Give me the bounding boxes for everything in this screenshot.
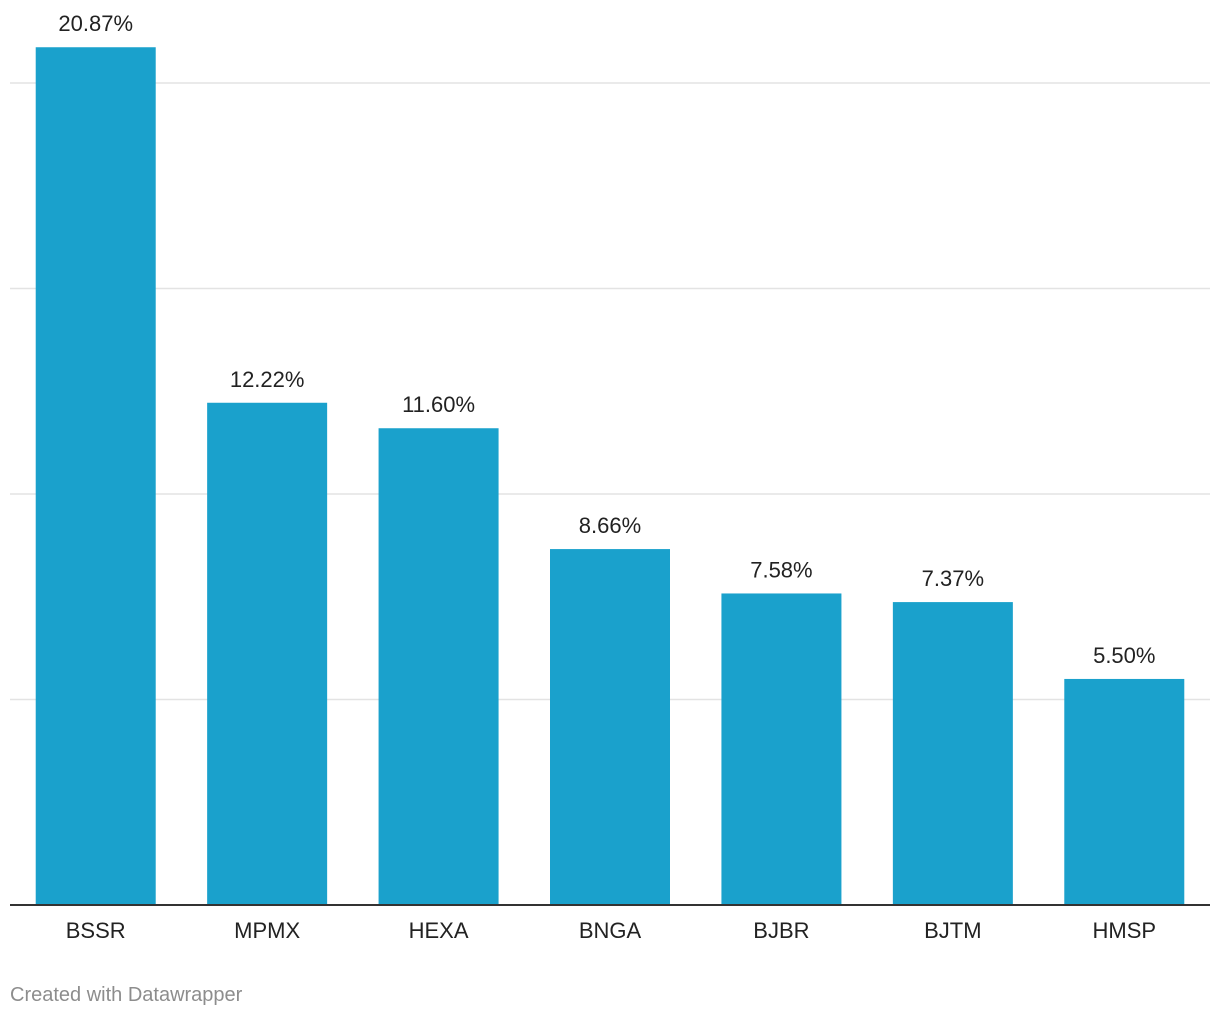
chart-canvas: 20.87% BSSR 12.22% MPMX 11.60% HEXA 8.66% BNGA 7… <box>10 11 1210 943</box>
value-label-bssr: 20.87% <box>58 11 133 36</box>
credit-text[interactable]: Created with Datawrapper <box>10 984 243 1006</box>
bar-bjbr[interactable] <box>721 593 842 905</box>
category-label-mpmx: MPMX <box>234 918 300 943</box>
value-label-hmsp: 5.50% <box>1093 643 1155 668</box>
bar-bnga[interactable] <box>550 549 670 905</box>
bar-chart: 20.87% BSSR 12.22% MPMX 11.60% HEXA 8.66% BNGA 7… <box>10 11 1210 943</box>
value-label-bjbr: 7.58% <box>750 557 812 582</box>
value-label-bjtm: 7.37% <box>922 566 984 591</box>
bar-hexa[interactable] <box>378 428 499 905</box>
value-label-hexa: 11.60% <box>402 392 475 417</box>
value-label-bnga: 8.66% <box>579 513 641 538</box>
category-label-hmsp: HMSP <box>1093 918 1157 943</box>
bar-mpmx[interactable] <box>207 402 328 905</box>
category-label-bjtm: BJTM <box>924 918 981 943</box>
bar-bjtm[interactable] <box>892 602 1013 905</box>
category-label-bjbr: BJBR <box>753 918 809 943</box>
value-label-mpmx: 12.22% <box>230 367 305 392</box>
bar-hmsp[interactable] <box>1064 678 1185 905</box>
category-label-bssr: BSSR <box>66 918 126 943</box>
bar-bssr[interactable] <box>35 47 156 906</box>
category-label-bnga: BNGA <box>579 918 642 943</box>
category-label-hexa: HEXA <box>409 918 469 943</box>
